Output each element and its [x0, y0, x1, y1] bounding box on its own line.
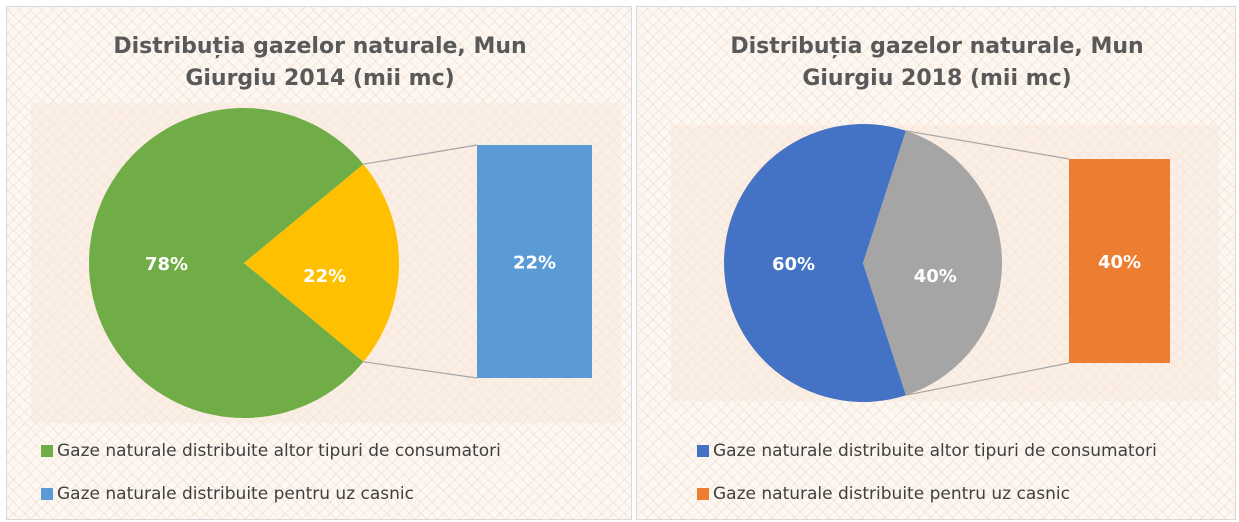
pie-slice	[244, 164, 400, 362]
chart: 78% 22% 22% Gaze naturale distribuite altor…	[31, 103, 621, 504]
chart-panel: 78% 22% 22% Gaze naturale distribuite altor…	[6, 6, 632, 520]
connector	[905, 130, 1070, 160]
data-label: 60%	[772, 254, 815, 275]
chart-title: Distribuția gazelor naturale, Mun Giurgi…	[730, 34, 1144, 91]
chart: 60% 40% 40% Gaze naturale distribuite altor…	[671, 123, 1219, 504]
chart-title: Distribuția gazelor naturale, Mun Giurgi…	[113, 34, 527, 91]
data-label: 22%	[303, 266, 346, 287]
connector	[905, 362, 1070, 396]
legend-swatch	[41, 445, 53, 457]
legend-swatch	[41, 488, 53, 500]
legend-label: Gaze naturale distribuite altor tipuri d…	[57, 441, 501, 461]
data-label: 22%	[513, 253, 556, 274]
data-label: 40%	[1098, 252, 1141, 273]
pie-slice	[863, 130, 1003, 396]
secondary-bar	[477, 145, 592, 378]
legend-label: Gaze naturale distribuite altor tipuri d…	[713, 441, 1157, 461]
legend-swatch	[697, 488, 709, 500]
legend-swatch	[697, 445, 709, 457]
chart-panel: 60% 40% 40% Gaze naturale distribuite altor…	[636, 6, 1236, 520]
data-label: 78%	[145, 254, 188, 275]
pie-slice	[724, 123, 906, 402]
pie-slice	[89, 107, 364, 418]
connector	[363, 144, 478, 165]
legend-label: Gaze naturale distribuite pentru uz casn…	[57, 484, 414, 504]
legend-label: Gaze naturale distribuite pentru uz casn…	[713, 484, 1070, 504]
secondary-bar	[1069, 159, 1170, 363]
data-label: 40%	[914, 266, 957, 287]
connector	[363, 361, 478, 379]
